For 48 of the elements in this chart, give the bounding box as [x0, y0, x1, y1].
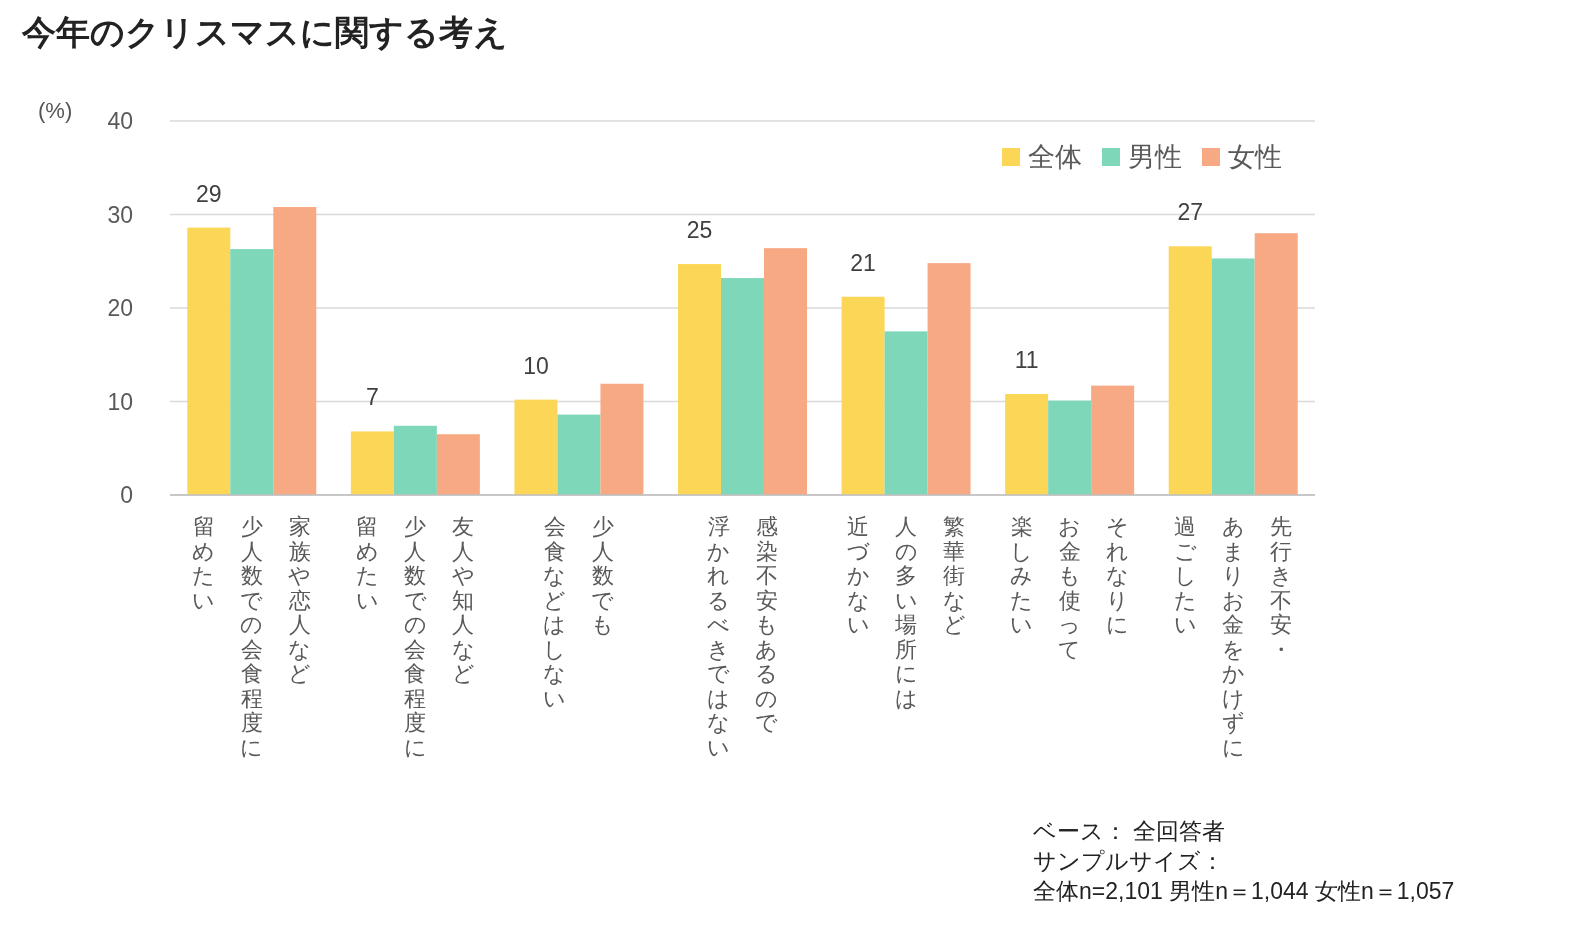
- text: 全体n=2,101 男性n＝1,044 女性n＝1,057: [1033, 878, 1455, 904]
- x-tick-label: 友人や知人など少人数での会食程度に留めたい: [354, 515, 476, 760]
- bar: [230, 249, 274, 495]
- text: サンプルサイズ：: [1033, 848, 1224, 874]
- bar: [721, 278, 764, 495]
- data-label: 7: [365, 384, 379, 411]
- bar: [1048, 400, 1092, 495]
- bar: [927, 263, 971, 495]
- y-tick-label: 20: [107, 295, 133, 321]
- y-tick-label: 0: [120, 482, 133, 508]
- bar: [600, 383, 644, 495]
- x-tick-label: 繁華街など人の多い場所には近づかない: [845, 515, 967, 711]
- data-label: 25: [686, 217, 713, 244]
- x-tick-label: 家族や恋人など少人数での会食程度に留めたい: [191, 515, 313, 760]
- data-label: 21: [850, 249, 876, 276]
- x-tick-label: 感染不安もあるので浮かれるべきではない: [706, 515, 779, 760]
- y-tick-label: 40: [107, 108, 133, 134]
- bar: [187, 227, 231, 495]
- bar: [557, 414, 601, 495]
- data-label: 10: [523, 352, 549, 379]
- bar: [514, 399, 558, 495]
- y-axis-title: (%): [38, 98, 73, 123]
- bar: [1254, 233, 1298, 495]
- legend-label: 全体: [1028, 142, 1082, 172]
- data-label: 27: [1177, 199, 1204, 226]
- bar: [678, 264, 721, 495]
- bar: [273, 207, 317, 495]
- bar: [436, 434, 480, 495]
- bar: [393, 425, 437, 495]
- bar: [1211, 258, 1255, 495]
- bar: [1168, 246, 1212, 495]
- data-label: 29: [195, 180, 222, 207]
- y-tick-label: 30: [107, 201, 133, 228]
- x-tick-label: 先行き不安・あまりお金をかけずに過ごしたい: [1172, 515, 1294, 760]
- y-tick-label: 10: [107, 388, 133, 415]
- bar: [841, 296, 885, 495]
- legend-label: 男性: [1128, 142, 1182, 172]
- bar: [1005, 394, 1049, 495]
- x-tick-label: それなりにお金も使って楽しみたい: [1009, 515, 1131, 662]
- chart-title: 今年のクリスマスに関する考え: [21, 13, 508, 51]
- text: ベース： 全回答者: [1033, 818, 1226, 844]
- bar: [350, 431, 394, 495]
- bar: [884, 331, 928, 495]
- data-label: 11: [1014, 347, 1039, 374]
- legend-label: 女性: [1228, 142, 1282, 172]
- bar: [764, 248, 807, 495]
- bar: [1091, 385, 1135, 495]
- x-tick-label: 少人数でも会食などはしない: [542, 515, 616, 711]
